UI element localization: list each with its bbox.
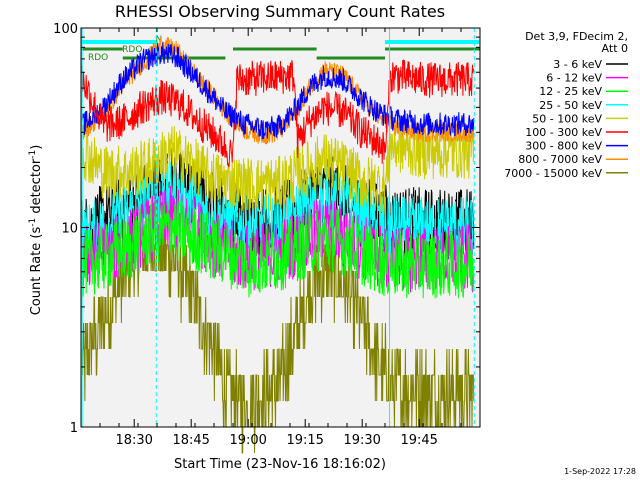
series-line	[81, 59, 475, 168]
legend-label: 7000 - 15000 keV	[504, 167, 602, 180]
timestamp: 1-Sep-2022 17:28	[564, 467, 636, 476]
legend-label: 800 - 7000 keV	[518, 153, 602, 166]
legend-label: 12 - 25 keV	[539, 85, 602, 98]
series-line	[81, 41, 475, 140]
y-axis-label: Count Rate (s-1 detector-1)	[28, 145, 44, 316]
y-tick-label: 100	[53, 22, 78, 37]
x-tick-label: 19:45	[400, 433, 437, 448]
series-line	[81, 197, 475, 299]
legend-header-line1: Det 3,9, FDecim 2,	[525, 30, 628, 43]
legend-label: 25 - 50 keV	[539, 99, 602, 112]
axes: 18:30 18:45 19:00 19:15 19:30 19:45 1 10 100	[53, 22, 481, 448]
legend-label: 300 - 800 keV	[525, 140, 602, 153]
y-tick-label: 1	[70, 421, 78, 436]
legend-label: 6 - 12 keV	[546, 72, 602, 85]
series-layer	[81, 37, 475, 454]
legend-label: 100 - 300 keV	[525, 126, 602, 139]
x-tick-label: 19:00	[229, 433, 266, 448]
flag-label: RDO	[122, 45, 142, 55]
flag-label: N	[156, 35, 163, 45]
x-tick-label: 18:45	[172, 433, 209, 448]
x-tick-label: 19:30	[343, 433, 380, 448]
x-axis-label: Start Time (23-Nov-16 18:16:02)	[174, 457, 386, 472]
flag-bands: RDO RDO N	[81, 35, 480, 63]
chart-title: RHESSI Observing Summary Count Rates	[115, 2, 445, 21]
x-tick-label: 18:30	[115, 433, 152, 448]
y-tick-label: 10	[61, 222, 78, 237]
legend-label: 3 - 6 keV	[553, 58, 602, 71]
legend-header-line2: Att 0	[602, 42, 628, 55]
series-line	[81, 117, 475, 214]
legend-label: 50 - 100 keV	[532, 112, 602, 125]
series-line	[81, 192, 475, 454]
series-line	[81, 185, 475, 293]
x-tick-label: 19:15	[286, 433, 323, 448]
flag-label: RDO	[88, 53, 108, 63]
